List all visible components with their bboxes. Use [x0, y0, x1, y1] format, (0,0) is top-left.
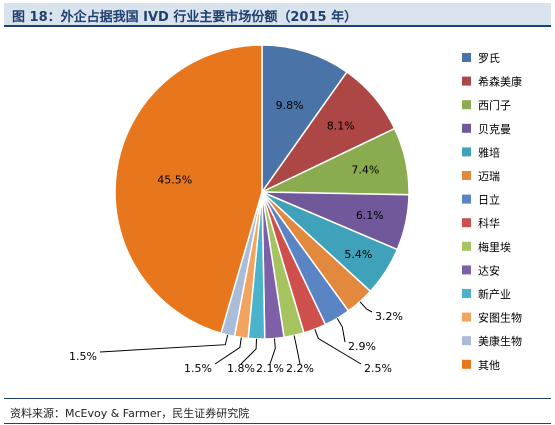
- chart-title: 图 18：外企占据我国 IVD 行业主要市场份额（2015 年）: [12, 10, 358, 25]
- legend-swatch-8: [462, 218, 471, 228]
- leader-line-12: [214, 337, 242, 365]
- data-label-10: 2.1%: [256, 362, 284, 375]
- legend-swatch-13: [462, 336, 471, 346]
- data-label-13: 1.5%: [69, 350, 97, 363]
- leader-line-13: [99, 334, 229, 353]
- legend-label-10: 达安: [478, 263, 500, 277]
- title-bar: 图 18：外企占据我国 IVD 行业主要市场份额（2015 年）: [4, 3, 551, 27]
- data-label-3: 7.4%: [351, 164, 379, 177]
- legend-swatch-5: [462, 147, 471, 157]
- data-label-1: 9.8%: [276, 99, 304, 112]
- source-divider: [4, 398, 551, 399]
- legend-label-4: 贝克曼: [478, 123, 511, 136]
- leader-line-6: [359, 301, 373, 313]
- legend-label-3: 西门子: [478, 98, 511, 112]
- bottom-divider: [4, 423, 551, 424]
- legend-swatch-1: [462, 53, 471, 62]
- legend-swatch-11: [462, 289, 471, 298]
- legend-label-14: 其他: [478, 359, 500, 372]
- data-label-12: 1.5%: [184, 362, 212, 375]
- data-label-4: 6.1%: [356, 209, 384, 222]
- legend-swatch-9: [462, 241, 471, 251]
- data-label-14: 45.5%: [157, 174, 192, 187]
- legend-label-11: 新产业: [478, 287, 511, 301]
- leader-line-11: [240, 338, 257, 365]
- source-note: 资料来源：McEvoy & Farmer，民生证券研究院: [10, 407, 250, 420]
- data-label-7: 2.9%: [348, 340, 376, 353]
- leader-line-7: [336, 318, 346, 343]
- data-label-11: 1.8%: [227, 362, 255, 375]
- legend-swatch-3: [462, 100, 471, 110]
- legend-label-12: 安图生物: [478, 311, 522, 325]
- legend-swatch-2: [462, 76, 471, 86]
- legend-label-2: 希森美康: [478, 75, 522, 89]
- legend-label-6: 迈瑞: [478, 169, 500, 183]
- leader-line-8: [314, 329, 362, 365]
- data-label-2: 8.1%: [327, 120, 355, 133]
- legend-swatch-7: [462, 194, 471, 204]
- legend-label-5: 雅培: [478, 145, 500, 159]
- leader-line-10: [269, 338, 276, 365]
- legend-swatch-12: [462, 312, 471, 322]
- data-label-9: 2.2%: [286, 362, 314, 375]
- legend-swatch-6: [462, 171, 471, 180]
- legend-swatch-14: [462, 359, 471, 369]
- data-label-8: 2.5%: [364, 362, 392, 375]
- legend-swatch-10: [462, 265, 471, 275]
- legend-label-8: 科华: [478, 216, 500, 230]
- data-label-6: 3.2%: [375, 310, 403, 323]
- legend-label-9: 梅里埃: [478, 240, 511, 254]
- legend-swatch-4: [462, 123, 471, 133]
- pie-slice-1: [261, 44, 348, 195]
- data-label-5: 5.4%: [344, 248, 372, 261]
- legend-label-1: 罗氏: [478, 52, 500, 65]
- pie-slice-14: [114, 44, 263, 335]
- leader-line-9: [293, 335, 301, 365]
- legend-label-13: 美康生物: [478, 334, 522, 348]
- legend-label-7: 日立: [478, 193, 500, 207]
